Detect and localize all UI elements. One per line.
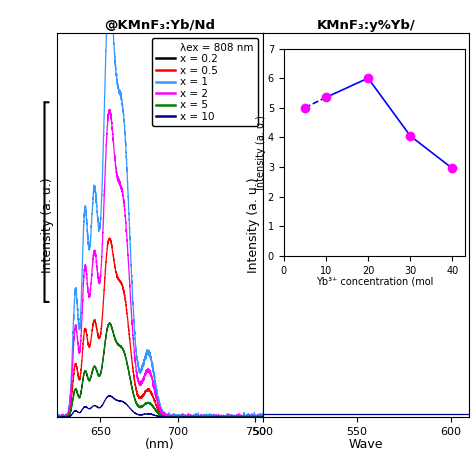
Y-axis label: Intensity (a. u.): Intensity (a. u.) [41, 177, 54, 273]
Legend: λex = 808 nm, x = 0.2, x = 0.5, x = 1, x = 2, x = 5, x = 10: λex = 808 nm, x = 0.2, x = 0.5, x = 1, x… [152, 38, 258, 126]
X-axis label: Wave: Wave [349, 438, 383, 451]
X-axis label: (nm): (nm) [145, 438, 175, 451]
Y-axis label: Intensity (a. u.): Intensity (a. u.) [247, 177, 260, 273]
Title: KMnF₃:y%Yb/: KMnF₃:y%Yb/ [317, 19, 416, 32]
Title: @KMnF₃:Yb/Nd: @KMnF₃:Yb/Nd [104, 19, 216, 32]
